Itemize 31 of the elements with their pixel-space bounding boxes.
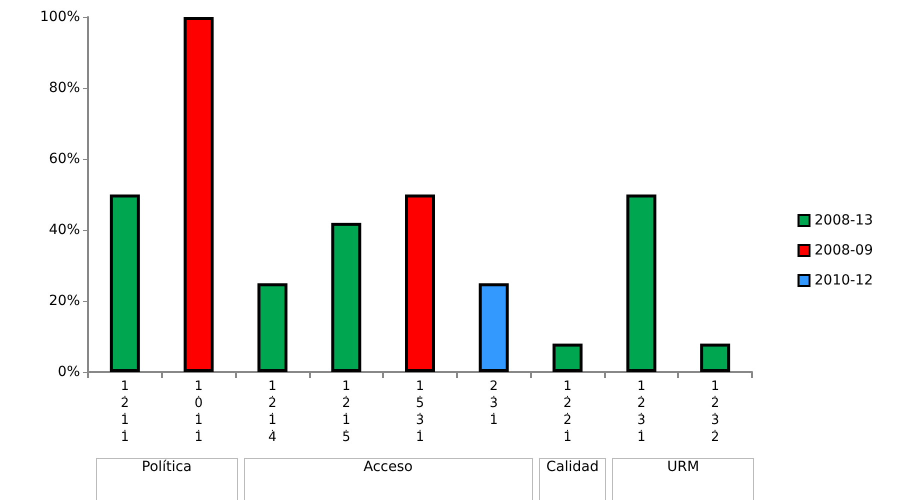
bar bbox=[552, 344, 583, 372]
y-tick-label: 100% bbox=[40, 9, 80, 25]
bar bbox=[700, 344, 730, 372]
x-tick-label: 1.2.1.1 bbox=[120, 379, 130, 445]
legend-label: 2008-09 bbox=[814, 242, 874, 258]
text: URM bbox=[612, 458, 754, 500]
y-tick-label: 80% bbox=[48, 80, 80, 96]
x-tick-label: 1.2.2.1 bbox=[563, 379, 572, 445]
x-tick-label: 1.2.1.4 bbox=[268, 379, 277, 445]
legend-label: 2008-13 bbox=[814, 212, 874, 228]
y-tick-label: 20% bbox=[48, 293, 80, 309]
x-tick-label: 1.2.3.1 bbox=[637, 379, 646, 445]
text: Acceso bbox=[244, 458, 533, 500]
bar bbox=[184, 17, 214, 372]
bar bbox=[110, 194, 140, 372]
y-tick-label: 40% bbox=[48, 222, 80, 238]
bar bbox=[257, 283, 288, 372]
bar bbox=[405, 194, 435, 372]
y-tick-label: 60% bbox=[48, 151, 80, 167]
x-tick-label: 2.3.1 bbox=[490, 379, 498, 428]
x-tick-label: 1.2.1.5 bbox=[342, 379, 350, 445]
x-tick-label: 1.0.1.1 bbox=[194, 379, 203, 445]
text: Política bbox=[96, 458, 238, 500]
bar bbox=[478, 283, 509, 372]
y-tick-label: 0% bbox=[58, 364, 80, 380]
x-tick-label: 1.2.3.2 bbox=[710, 379, 720, 445]
bar bbox=[331, 222, 362, 372]
bar bbox=[626, 194, 656, 372]
legend-label: 2010-12 bbox=[814, 272, 874, 288]
text: Calidad bbox=[538, 458, 606, 500]
x-tick-label: 1.5.3.1 bbox=[416, 379, 424, 445]
